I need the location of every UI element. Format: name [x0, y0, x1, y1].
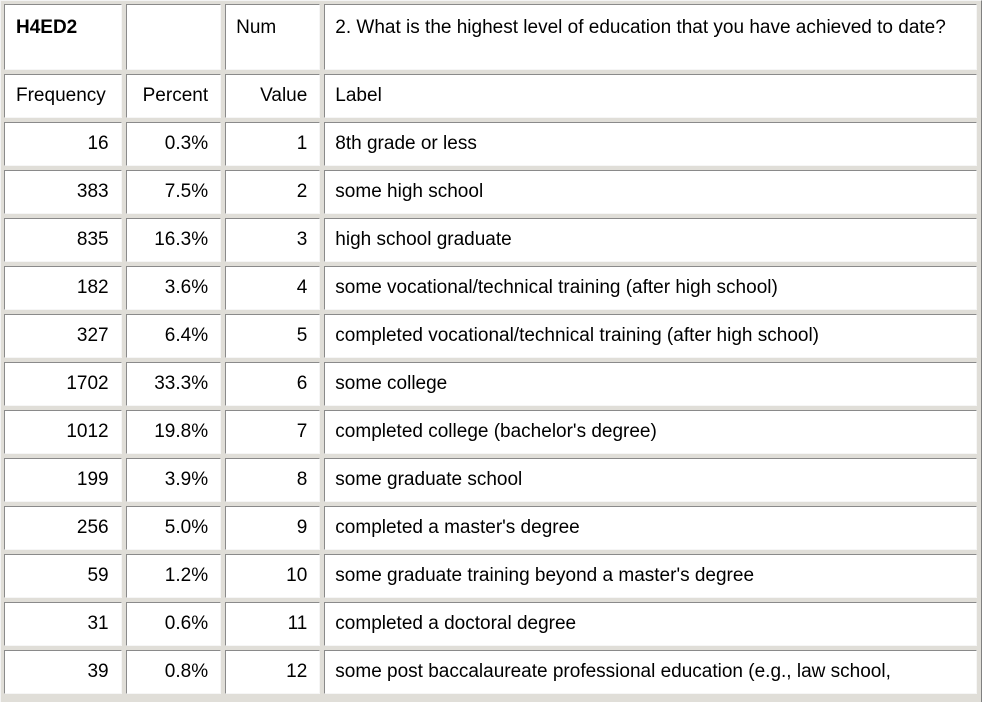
frequency-cell: 1702	[4, 362, 122, 406]
label-cell: some high school	[324, 170, 977, 214]
table-row: 383 7.5% 2 some high school	[4, 170, 977, 214]
label-cell: some graduate school	[324, 458, 977, 502]
frequency-cell: 182	[4, 266, 122, 310]
percent-cell: 6.4%	[125, 314, 222, 358]
label-cell: some graduate training beyond a master's…	[324, 554, 977, 598]
percent-cell: 0.8%	[125, 650, 222, 694]
label-cell: completed a doctoral degree	[324, 602, 977, 646]
value-cell: 3	[225, 218, 321, 262]
percent-cell: 5.0%	[125, 506, 222, 550]
column-header-percent: Percent	[125, 74, 222, 118]
variable-code: H4ED2	[4, 4, 122, 70]
frequency-cell: 327	[4, 314, 122, 358]
table-row: 182 3.6% 4 some vocational/technical traini…	[4, 266, 977, 310]
percent-cell: 7.5%	[125, 170, 222, 214]
percent-cell: 3.6%	[125, 266, 222, 310]
percent-cell: 0.6%	[125, 602, 222, 646]
value-cell: 5	[225, 314, 321, 358]
blank-header-cell	[125, 4, 222, 70]
table-row: 1012 19.8% 7 completed college (bachelor's …	[4, 410, 977, 454]
table-row: 16 0.3% 1 8th grade or less	[4, 122, 977, 166]
column-header-row: Frequency Percent Value Label	[4, 74, 977, 118]
value-cell: 10	[225, 554, 321, 598]
percent-cell: 19.8%	[125, 410, 222, 454]
frequency-cell: 199	[4, 458, 122, 502]
table-row: 39 0.8% 12 some post baccalaureate professi…	[4, 650, 977, 694]
table-row: 835 16.3% 3 high school graduate	[4, 218, 977, 262]
table-row: 199 3.9% 8 some graduate school	[4, 458, 977, 502]
table-row: 256 5.0% 9 completed a master's degree	[4, 506, 977, 550]
label-cell: completed vocational/technical training …	[324, 314, 977, 358]
label-cell: completed college (bachelor's degree)	[324, 410, 977, 454]
value-cell: 7	[225, 410, 321, 454]
table-row: 1702 33.3% 6 some college	[4, 362, 977, 406]
percent-cell: 1.2%	[125, 554, 222, 598]
table-row: 31 0.6% 11 completed a doctoral degree	[4, 602, 977, 646]
value-cell: 6	[225, 362, 321, 406]
frequency-cell: 31	[4, 602, 122, 646]
value-cell: 12	[225, 650, 321, 694]
value-cell: 11	[225, 602, 321, 646]
value-cell: 2	[225, 170, 321, 214]
num-label: Num	[225, 4, 321, 70]
frequency-cell: 39	[4, 650, 122, 694]
column-header-label: Label	[324, 74, 977, 118]
frequency-cell: 59	[4, 554, 122, 598]
label-cell: some vocational/technical training (afte…	[324, 266, 977, 310]
value-cell: 9	[225, 506, 321, 550]
value-cell: 8	[225, 458, 321, 502]
column-header-frequency: Frequency	[4, 74, 122, 118]
percent-cell: 16.3%	[125, 218, 222, 262]
table-row: 327 6.4% 5 completed vocational/technical t…	[4, 314, 977, 358]
question-text: 2. What is the highest level of educatio…	[324, 4, 977, 70]
frequency-cell: 835	[4, 218, 122, 262]
frequency-cell: 16	[4, 122, 122, 166]
label-cell: high school graduate	[324, 218, 977, 262]
label-cell: 8th grade or less	[324, 122, 977, 166]
percent-cell: 3.9%	[125, 458, 222, 502]
frequency-cell: 383	[4, 170, 122, 214]
percent-cell: 0.3%	[125, 122, 222, 166]
table-row: 59 1.2% 10 some graduate training beyond a …	[4, 554, 977, 598]
value-cell: 4	[225, 266, 321, 310]
label-cell: completed a master's degree	[324, 506, 977, 550]
column-header-value: Value	[225, 74, 321, 118]
label-cell: some post baccalaureate professional edu…	[324, 650, 977, 694]
frequency-cell: 1012	[4, 410, 122, 454]
label-cell: some college	[324, 362, 977, 406]
percent-cell: 33.3%	[125, 362, 222, 406]
frequency-cell: 256	[4, 506, 122, 550]
variable-header-row: H4ED2 Num 2. What is the highest level o…	[4, 4, 977, 70]
value-cell: 1	[225, 122, 321, 166]
